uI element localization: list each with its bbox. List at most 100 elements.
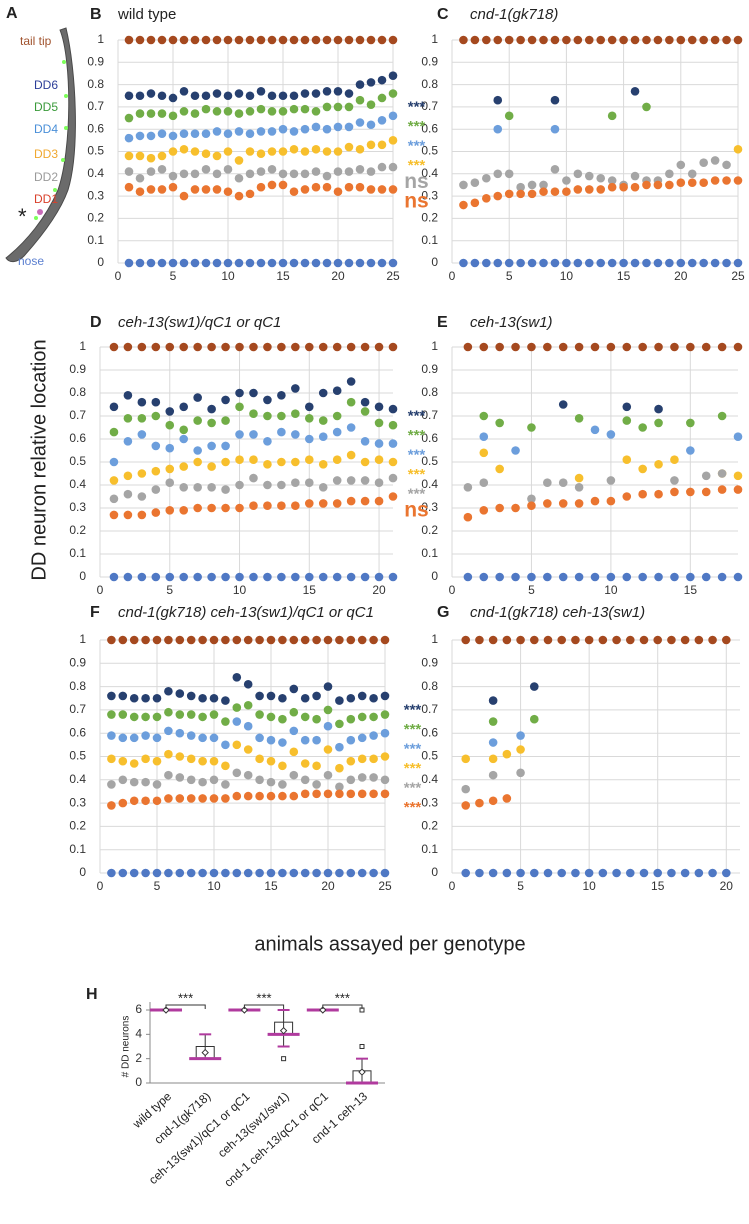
data-point [323,745,333,754]
data-point [249,501,258,511]
data-point [699,178,708,188]
data-point [590,425,600,435]
data-point [550,187,560,196]
data-point [708,635,717,645]
data-point [642,258,651,268]
data-point [146,89,156,98]
data-point [333,35,343,45]
data-point [459,180,468,190]
data-point [722,258,731,268]
data-point [355,118,365,127]
data-point [207,441,216,451]
significance-label: *** [408,138,426,155]
data-point [335,696,344,705]
data-point [118,635,128,645]
data-point [482,173,491,183]
data-point [146,258,156,268]
data-point [654,418,663,428]
data-point [557,635,567,645]
significance-label: ns [404,499,429,522]
x-tick-label: 5 [506,269,513,283]
data-point [516,731,525,740]
y-tick-label: 0.6 [421,431,438,445]
data-point [245,169,255,179]
data-point [318,342,328,352]
data-point [304,478,314,488]
data-point [676,160,686,170]
data-point [289,635,299,645]
significance-label: *** [404,721,422,738]
data-point [369,712,378,722]
data-point [249,455,258,465]
data-point [179,169,189,179]
data-point [267,180,277,190]
data-point [165,342,175,352]
data-point [221,485,230,494]
data-point [493,169,503,179]
data-point [278,91,288,101]
data-point [118,756,128,766]
data-point [277,480,286,490]
data-point [573,169,583,179]
data-point [141,731,150,740]
data-point [212,151,222,161]
data-point [243,700,253,710]
data-point [463,342,473,352]
data-point [630,182,640,192]
y-tick-label: 0.3 [421,188,438,202]
significance-label: *** [408,157,426,174]
data-point [323,789,333,799]
data-point [137,430,147,439]
data-point [665,35,674,45]
data-point [300,759,310,768]
data-point [137,414,147,423]
data-point [129,759,139,768]
data-point [355,80,365,89]
data-point [335,742,344,752]
data-point [312,780,321,789]
mean-marker [319,1006,327,1014]
data-point [186,754,196,764]
y-tick-label: 0.3 [87,188,104,202]
data-point [366,100,376,109]
data-point [622,572,632,582]
data-point [733,35,743,45]
data-point [245,107,255,116]
data-point [516,745,525,754]
data-point [243,791,253,801]
data-point [584,635,594,645]
y-tick-label: 0.9 [421,362,438,376]
data-point [374,455,384,465]
data-point [357,754,367,764]
data-point [479,432,489,442]
x-tick-label: 10 [604,583,618,597]
data-point [388,258,398,268]
y-tick-label: 0.9 [69,655,86,669]
significance-label: *** [408,99,426,116]
y-tick-label: 0 [135,1075,142,1089]
data-point [670,572,679,582]
data-point [687,35,697,45]
data-point [267,107,277,116]
data-point [550,258,560,268]
data-point [717,411,727,421]
data-point [141,712,150,722]
data-point [289,726,299,736]
data-point [278,738,287,747]
data-point [574,483,584,492]
data-point [630,258,640,268]
data-point [221,868,230,878]
data-point [717,572,727,582]
data-point [676,178,686,188]
data-point [619,182,628,192]
data-point [175,752,185,761]
data-point [209,635,219,645]
data-point [234,89,244,98]
y-tick-label: 6 [135,1002,142,1016]
data-point [388,572,398,582]
data-point [151,572,161,582]
data-point [277,342,286,352]
data-point [107,731,116,740]
y-tick-label: 0.3 [421,795,438,809]
data-point [318,572,328,582]
